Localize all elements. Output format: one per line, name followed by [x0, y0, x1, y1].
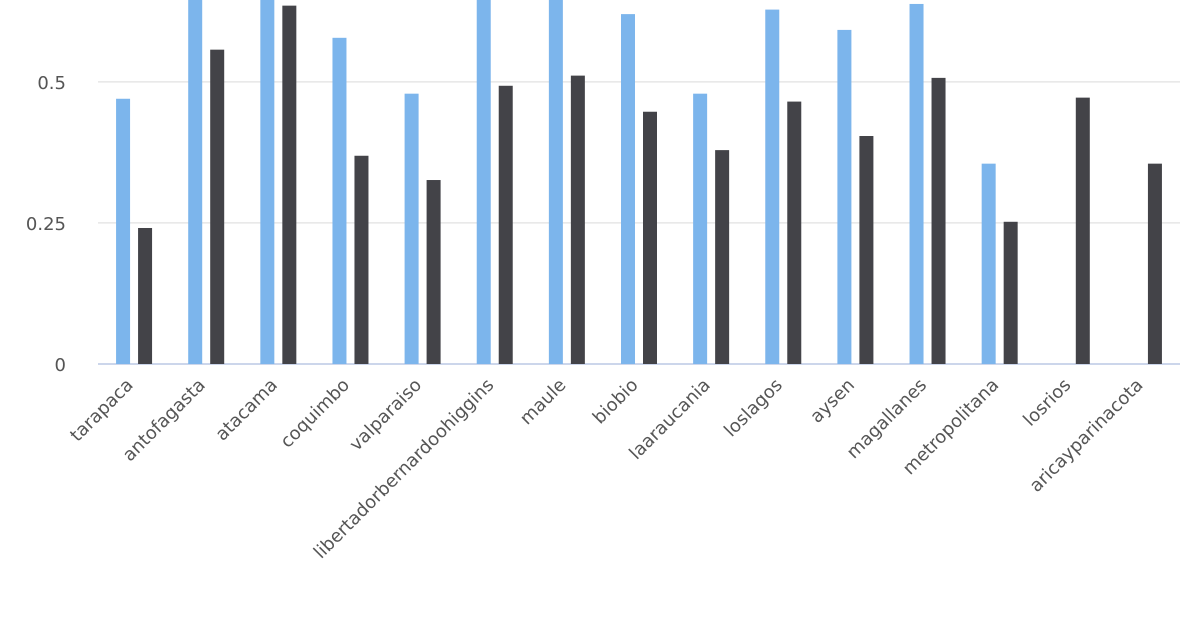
- bar: [260, 0, 275, 364]
- bar: [1003, 221, 1018, 364]
- bar: [332, 37, 347, 364]
- bars: [116, 0, 1162, 364]
- bar: [859, 136, 874, 364]
- bar: [981, 163, 996, 364]
- bar: [570, 75, 585, 364]
- x-tick-label: tarapaca: [66, 375, 137, 446]
- x-tick-label: biobio: [589, 375, 643, 429]
- bar: [693, 93, 708, 364]
- bar: [138, 227, 153, 364]
- y-tick-label: 0.5: [37, 73, 66, 94]
- bar: [837, 29, 852, 364]
- x-tick-label: atacama: [211, 375, 281, 445]
- y-tick-label: 0.25: [26, 214, 66, 235]
- bar: [765, 9, 780, 364]
- bar: [210, 49, 225, 364]
- bar: [476, 0, 491, 364]
- y-tick-label: 0: [55, 355, 66, 376]
- bar: [787, 101, 802, 364]
- bar: [548, 0, 563, 364]
- bar: [116, 98, 131, 364]
- bar: [621, 14, 635, 364]
- bar: [643, 111, 657, 364]
- bar: [1075, 97, 1090, 364]
- grid: [98, 81, 1180, 365]
- bar: [404, 93, 419, 364]
- bar: [715, 150, 730, 364]
- bar: [498, 85, 513, 364]
- x-tick-label: maule: [516, 375, 570, 429]
- bar: [1147, 163, 1162, 364]
- x-tick-label: aysen: [806, 375, 859, 428]
- bar: [282, 5, 297, 364]
- bar: [426, 180, 441, 364]
- x-tick-label: loslagos: [720, 375, 787, 442]
- bar: [354, 155, 369, 364]
- x-tick-label: losrios: [1019, 375, 1075, 431]
- x-tick-label: coquimbo: [276, 375, 354, 453]
- bar: [909, 3, 924, 364]
- bar: [931, 77, 946, 364]
- bar: [188, 0, 203, 364]
